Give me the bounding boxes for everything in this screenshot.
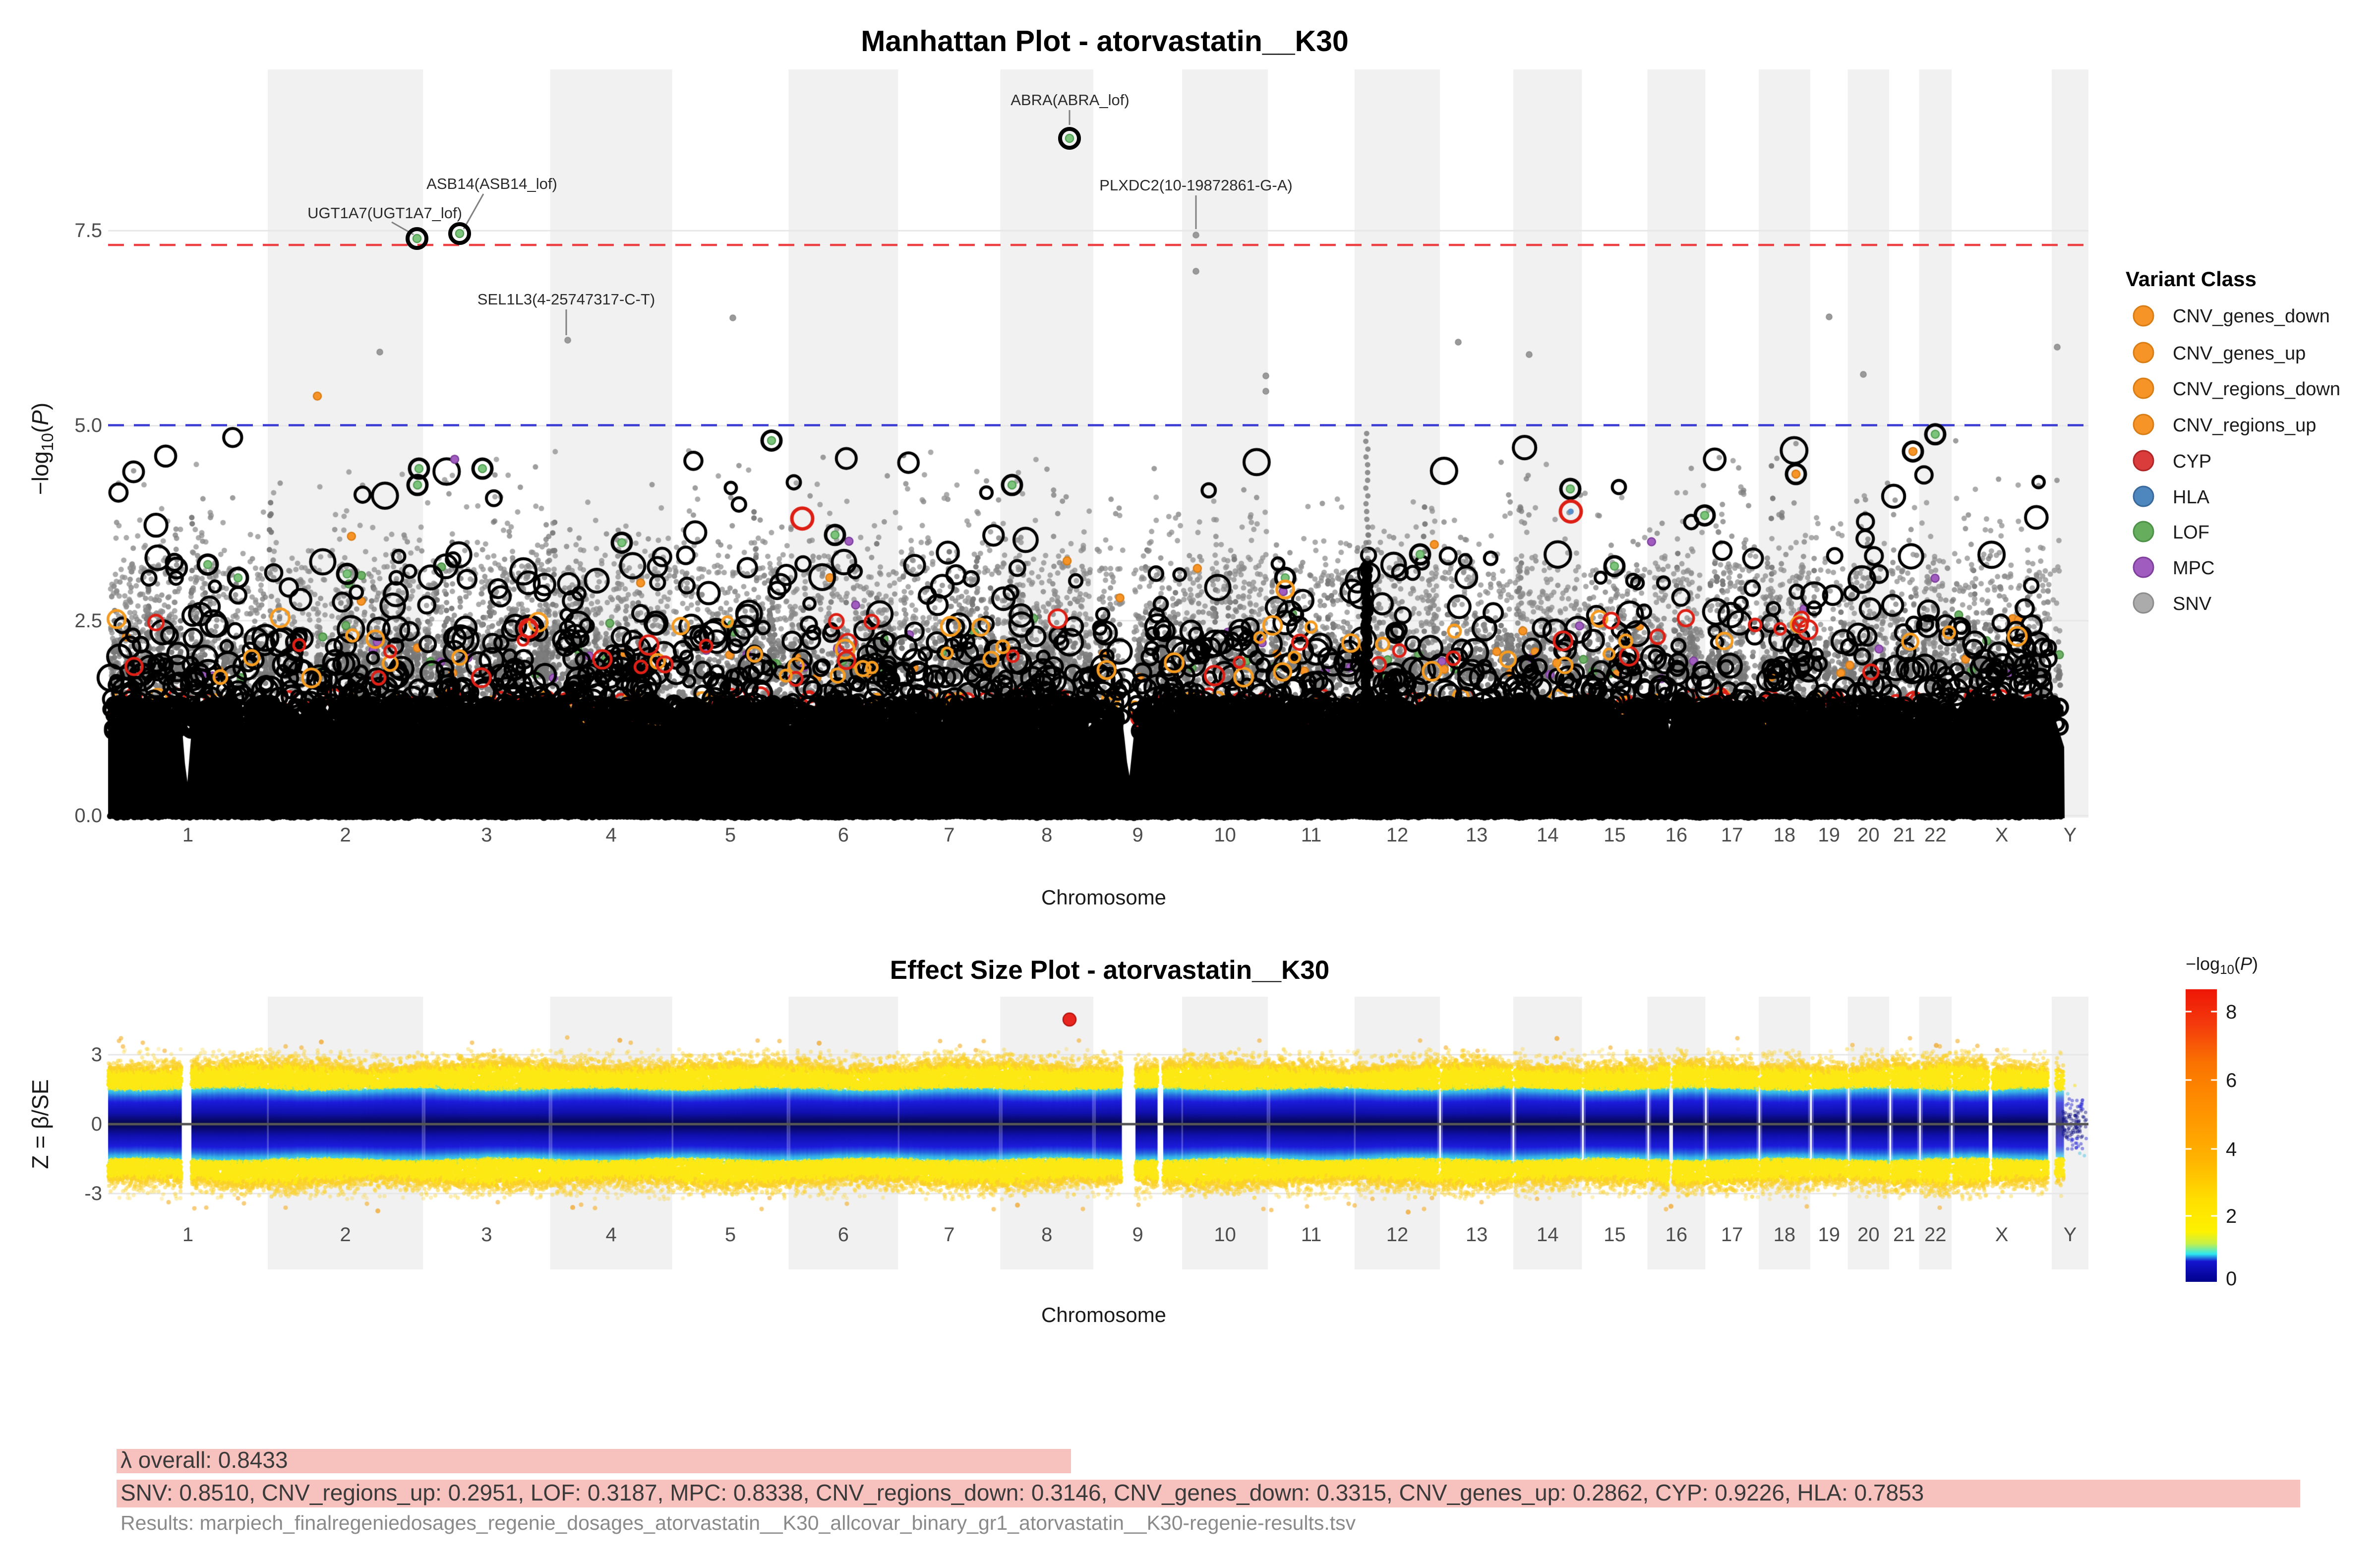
svg-text:12: 12 — [1386, 1224, 1409, 1246]
svg-text:6: 6 — [2226, 1070, 2237, 1091]
svg-text:7: 7 — [944, 1224, 954, 1246]
svg-text:5.0: 5.0 — [74, 415, 102, 436]
svg-text:16: 16 — [1666, 1224, 1688, 1246]
svg-text:8: 8 — [1041, 824, 1052, 846]
svg-text:21: 21 — [1893, 824, 1915, 846]
svg-text:19: 19 — [1818, 824, 1841, 846]
svg-text:λ overall: 0.8433: λ overall: 0.8433 — [120, 1447, 288, 1473]
svg-text:11: 11 — [1301, 1224, 1322, 1246]
svg-text:Results: marpiech_finalregenie: Results: marpiech_finalregeniedosages_re… — [120, 1511, 1356, 1534]
svg-text:ABRA(ABRA_lof): ABRA(ABRA_lof) — [1011, 91, 1129, 109]
svg-text:10: 10 — [1214, 824, 1236, 846]
svg-text:0.0: 0.0 — [74, 805, 102, 827]
svg-text:8: 8 — [2226, 1001, 2237, 1023]
svg-text:2: 2 — [2226, 1205, 2237, 1227]
svg-text:20: 20 — [1857, 1224, 1880, 1246]
svg-text:Chromosome: Chromosome — [1041, 886, 1166, 909]
svg-text:0: 0 — [91, 1113, 102, 1135]
svg-text:MPC: MPC — [2173, 558, 2214, 579]
svg-text:3: 3 — [91, 1044, 102, 1066]
svg-text:9: 9 — [1132, 1224, 1143, 1246]
svg-text:18: 18 — [1774, 824, 1796, 846]
svg-text:Variant Class: Variant Class — [2126, 267, 2257, 291]
svg-text:2: 2 — [340, 1224, 351, 1246]
svg-text:4: 4 — [605, 1224, 616, 1246]
svg-text:13: 13 — [1466, 1224, 1488, 1246]
svg-text:2: 2 — [340, 824, 351, 846]
svg-text:4: 4 — [605, 824, 616, 846]
svg-text:14: 14 — [1537, 1224, 1559, 1246]
svg-text:ASB14(ASB14_lof): ASB14(ASB14_lof) — [426, 175, 557, 192]
svg-text:0: 0 — [2226, 1268, 2237, 1290]
svg-text:22: 22 — [1924, 824, 1947, 846]
svg-text:1: 1 — [182, 1224, 193, 1246]
svg-text:CNV_genes_up: CNV_genes_up — [2173, 343, 2306, 364]
svg-text:CNV_regions_down: CNV_regions_down — [2173, 379, 2340, 400]
svg-text:7: 7 — [944, 824, 954, 846]
svg-text:20: 20 — [1857, 824, 1880, 846]
svg-text:SEL1L3(4-25747317-C-T): SEL1L3(4-25747317-C-T) — [477, 291, 655, 308]
svg-text:HLA: HLA — [2173, 487, 2210, 508]
svg-text:8: 8 — [1041, 1224, 1052, 1246]
svg-text:Y: Y — [2064, 824, 2077, 846]
svg-text:Z = β/SE: Z = β/SE — [27, 1079, 53, 1169]
svg-text:Chromosome: Chromosome — [1041, 1303, 1166, 1326]
svg-text:16: 16 — [1666, 824, 1688, 846]
svg-text:14: 14 — [1537, 824, 1559, 846]
svg-text:15: 15 — [1604, 1224, 1626, 1246]
svg-text:7.5: 7.5 — [74, 220, 102, 241]
svg-text:19: 19 — [1818, 1224, 1841, 1246]
svg-text:PLXDC2(10-19872861-G-A): PLXDC2(10-19872861-G-A) — [1099, 177, 1292, 194]
svg-text:5: 5 — [725, 824, 736, 846]
svg-text:17: 17 — [1721, 824, 1743, 846]
svg-text:X: X — [1995, 824, 2009, 846]
svg-text:6: 6 — [838, 824, 849, 846]
svg-text:10: 10 — [1214, 1224, 1236, 1246]
svg-text:1: 1 — [182, 824, 193, 846]
svg-text:3: 3 — [481, 824, 492, 846]
svg-text:15: 15 — [1604, 824, 1626, 846]
svg-text:4: 4 — [2226, 1139, 2237, 1160]
svg-text:CNV_genes_down: CNV_genes_down — [2173, 306, 2330, 327]
svg-text:Y: Y — [2064, 1224, 2077, 1246]
svg-text:LOF: LOF — [2173, 522, 2209, 543]
svg-text:CYP: CYP — [2173, 451, 2211, 472]
svg-text:−log10(P): −log10(P) — [27, 403, 57, 495]
svg-text:X: X — [1995, 1224, 2009, 1246]
svg-text:−log10(P): −log10(P) — [2186, 954, 2258, 977]
svg-text:UGT1A7(UGT1A7_lof): UGT1A7(UGT1A7_lof) — [307, 204, 462, 222]
svg-text:Manhattan Plot - atorvastatin_: Manhattan Plot - atorvastatin__K30 — [861, 25, 1349, 58]
svg-text:21: 21 — [1893, 1224, 1915, 1246]
svg-text:12: 12 — [1386, 824, 1409, 846]
svg-text:2.5: 2.5 — [74, 610, 102, 632]
svg-text:17: 17 — [1721, 1224, 1743, 1246]
svg-text:SNV: 0.8510, CNV_regions_up: 0: SNV: 0.8510, CNV_regions_up: 0.2951, LOF… — [120, 1480, 1924, 1505]
svg-text:Effect Size Plot - atorvastati: Effect Size Plot - atorvastatin__K30 — [890, 956, 1330, 985]
svg-text:13: 13 — [1466, 824, 1488, 846]
svg-text:9: 9 — [1132, 824, 1143, 846]
svg-text:3: 3 — [481, 1224, 492, 1246]
svg-text:SNV: SNV — [2173, 594, 2212, 614]
svg-text:11: 11 — [1301, 824, 1322, 846]
svg-text:6: 6 — [838, 1224, 849, 1246]
svg-text:18: 18 — [1774, 1224, 1796, 1246]
svg-text:CNV_regions_up: CNV_regions_up — [2173, 415, 2316, 436]
svg-text:5: 5 — [725, 1224, 736, 1246]
svg-text:22: 22 — [1924, 1224, 1947, 1246]
svg-text:-3: -3 — [84, 1183, 102, 1204]
